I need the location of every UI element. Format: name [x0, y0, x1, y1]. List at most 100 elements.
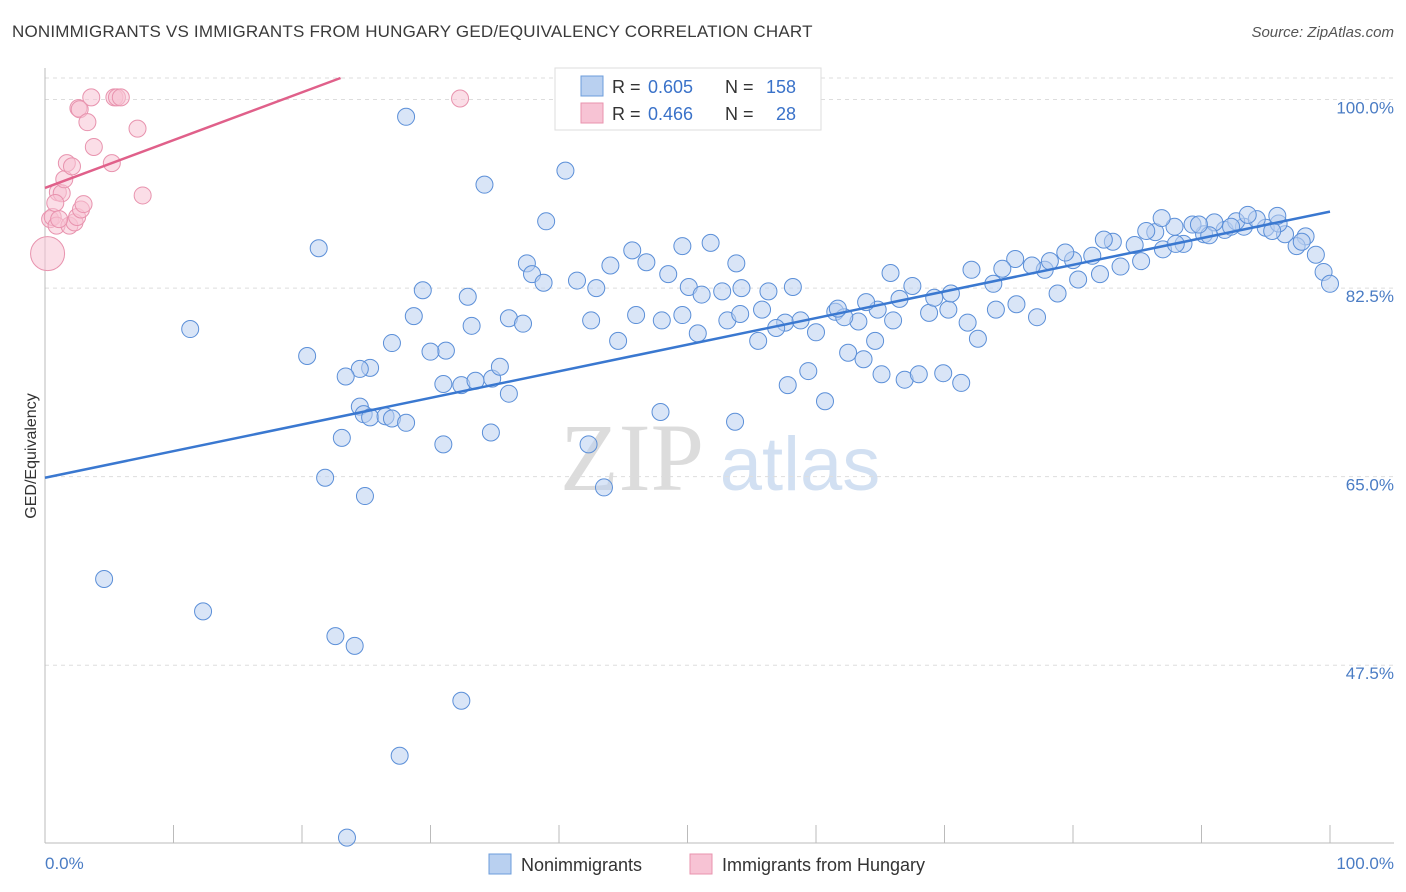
- point-nonimmigrants-146: [673, 237, 692, 256]
- point-nonimmigrants-154: [903, 276, 922, 295]
- point-nonimmigrants-85: [1048, 284, 1067, 303]
- point-immigrants-hungary-22: [133, 186, 152, 205]
- point-nonimmigrants-20: [350, 359, 369, 378]
- point-nonimmigrants-145: [601, 256, 620, 275]
- point-nonimmigrants-72: [872, 365, 891, 384]
- x-ticks: [44, 825, 1331, 843]
- point-nonimmigrants-76: [952, 373, 971, 392]
- point-nonimmigrants-102: [941, 284, 960, 303]
- axes: [44, 68, 1394, 844]
- point-immigrants-hungary-25: [451, 89, 470, 108]
- point-immigrants-hungary-27: [50, 210, 69, 229]
- point-immigrants-hungary-16: [78, 113, 97, 132]
- point-nonimmigrants-34: [332, 428, 351, 447]
- point-nonimmigrants-88: [1111, 257, 1130, 276]
- point-immigrants-hungary-13: [74, 195, 93, 214]
- point-nonimmigrants-138: [651, 403, 670, 422]
- point-nonimmigrants-21: [336, 367, 355, 386]
- point-nonimmigrants-142: [582, 311, 601, 330]
- point-nonimmigrants-13: [514, 314, 533, 333]
- point-nonimmigrants-115: [1306, 245, 1325, 264]
- point-nonimmigrants-67: [884, 311, 903, 330]
- point-nonimmigrants-14: [181, 320, 200, 339]
- series-nonimmigrants-points: [95, 107, 1339, 847]
- point-immigrants-hungary-17: [82, 88, 101, 107]
- point-nonimmigrants-50: [659, 265, 678, 284]
- trendline-immigrants-hungary: [44, 76, 341, 190]
- point-nonimmigrants-2: [556, 161, 575, 180]
- point-nonimmigrants-18: [421, 342, 440, 361]
- point-nonimmigrants-137: [731, 304, 750, 323]
- chart-title: NONIMMIGRANTS VS IMMIGRANTS FROM HUNGARY…: [12, 22, 813, 41]
- point-nonimmigrants-3: [537, 212, 556, 231]
- point-nonimmigrants-106: [1125, 236, 1144, 255]
- point-nonimmigrants-15: [382, 334, 401, 353]
- point-nonimmigrants-79: [939, 300, 958, 319]
- bottom-legend-swatch-blue: [488, 853, 512, 875]
- point-nonimmigrants-86: [1069, 270, 1088, 289]
- point-nonimmigrants-89: [1132, 252, 1151, 271]
- x-tick-label-max: 100.0%: [1336, 854, 1394, 873]
- point-nonimmigrants-0: [397, 107, 416, 126]
- gridlines: [45, 77, 1394, 666]
- point-nonimmigrants-16: [298, 346, 317, 365]
- point-nonimmigrants-134: [778, 376, 797, 395]
- point-nonimmigrants-55: [627, 306, 646, 325]
- point-nonimmigrants-139: [726, 412, 745, 431]
- trendline-nonimmigrants: [44, 210, 1331, 479]
- point-nonimmigrants-120: [993, 259, 1012, 278]
- point-nonimmigrants-80: [958, 313, 977, 332]
- series-immigrants-hungary-points: [30, 88, 470, 272]
- point-nonimmigrants-49: [637, 253, 656, 272]
- trendlines: [44, 76, 1331, 479]
- legend-r-value-1: 0.605: [648, 77, 693, 97]
- point-nonimmigrants-82: [986, 300, 1005, 319]
- legend-n-label-2: N =: [725, 104, 754, 124]
- x-tick-label-min: 0.0%: [45, 854, 84, 873]
- point-nonimmigrants-36: [434, 435, 453, 454]
- point-nonimmigrants-147: [701, 233, 720, 252]
- legend-n-value-1: 158: [766, 77, 796, 97]
- y-tick-label-3: 100.0%: [1336, 99, 1394, 118]
- point-nonimmigrants-24: [434, 375, 453, 393]
- point-nonimmigrants-87: [1090, 265, 1109, 284]
- point-immigrants-hungary-20: [111, 88, 130, 107]
- legend-r-label-2: R =: [612, 104, 641, 124]
- legend: R = 0.605 N = 158 R = 0.466 N = 28: [554, 67, 822, 131]
- point-nonimmigrants-81: [968, 329, 987, 348]
- legend-r-label-1: R =: [612, 77, 641, 97]
- point-nonimmigrants-33: [397, 413, 416, 432]
- point-nonimmigrants-61: [749, 331, 768, 350]
- point-nonimmigrants-45: [452, 691, 471, 710]
- point-nonimmigrants-12: [404, 307, 423, 326]
- point-nonimmigrants-130: [1189, 215, 1208, 234]
- point-immigrants-hungary-26: [46, 193, 65, 212]
- point-nonimmigrants-122: [1094, 230, 1113, 249]
- point-nonimmigrants-121: [1056, 243, 1075, 262]
- point-nonimmigrants-41: [95, 570, 114, 589]
- point-immigrants-hungary-9: [62, 157, 81, 176]
- point-nonimmigrants-53: [713, 282, 732, 301]
- point-nonimmigrants-128: [1292, 232, 1311, 251]
- watermark-zip: ZIP: [560, 404, 704, 511]
- point-nonimmigrants-11: [462, 316, 481, 335]
- point-nonimmigrants-43: [326, 627, 345, 646]
- bottom-legend-immigrants-hungary: Immigrants from Hungary: [722, 855, 925, 875]
- point-nonimmigrants-1: [475, 175, 494, 194]
- point-nonimmigrants-133: [815, 392, 834, 411]
- point-nonimmigrants-48: [623, 241, 642, 260]
- point-nonimmigrants-84: [1028, 308, 1047, 327]
- point-nonimmigrants-17: [436, 341, 455, 360]
- point-immigrants-hungary-0: [30, 236, 66, 272]
- point-nonimmigrants-4: [309, 239, 328, 258]
- point-nonimmigrants-83: [1007, 295, 1026, 314]
- bottom-legend: Nonimmigrants Immigrants from Hungary: [488, 853, 925, 875]
- y-tick-label-1: 65.0%: [1346, 476, 1394, 495]
- point-nonimmigrants-144: [567, 271, 586, 290]
- legend-swatch-blue: [580, 75, 604, 97]
- point-nonimmigrants-8: [413, 281, 432, 300]
- legend-n-label-1: N =: [725, 77, 754, 97]
- legend-r-value-2: 0.466: [648, 104, 693, 124]
- point-nonimmigrants-63: [807, 323, 825, 342]
